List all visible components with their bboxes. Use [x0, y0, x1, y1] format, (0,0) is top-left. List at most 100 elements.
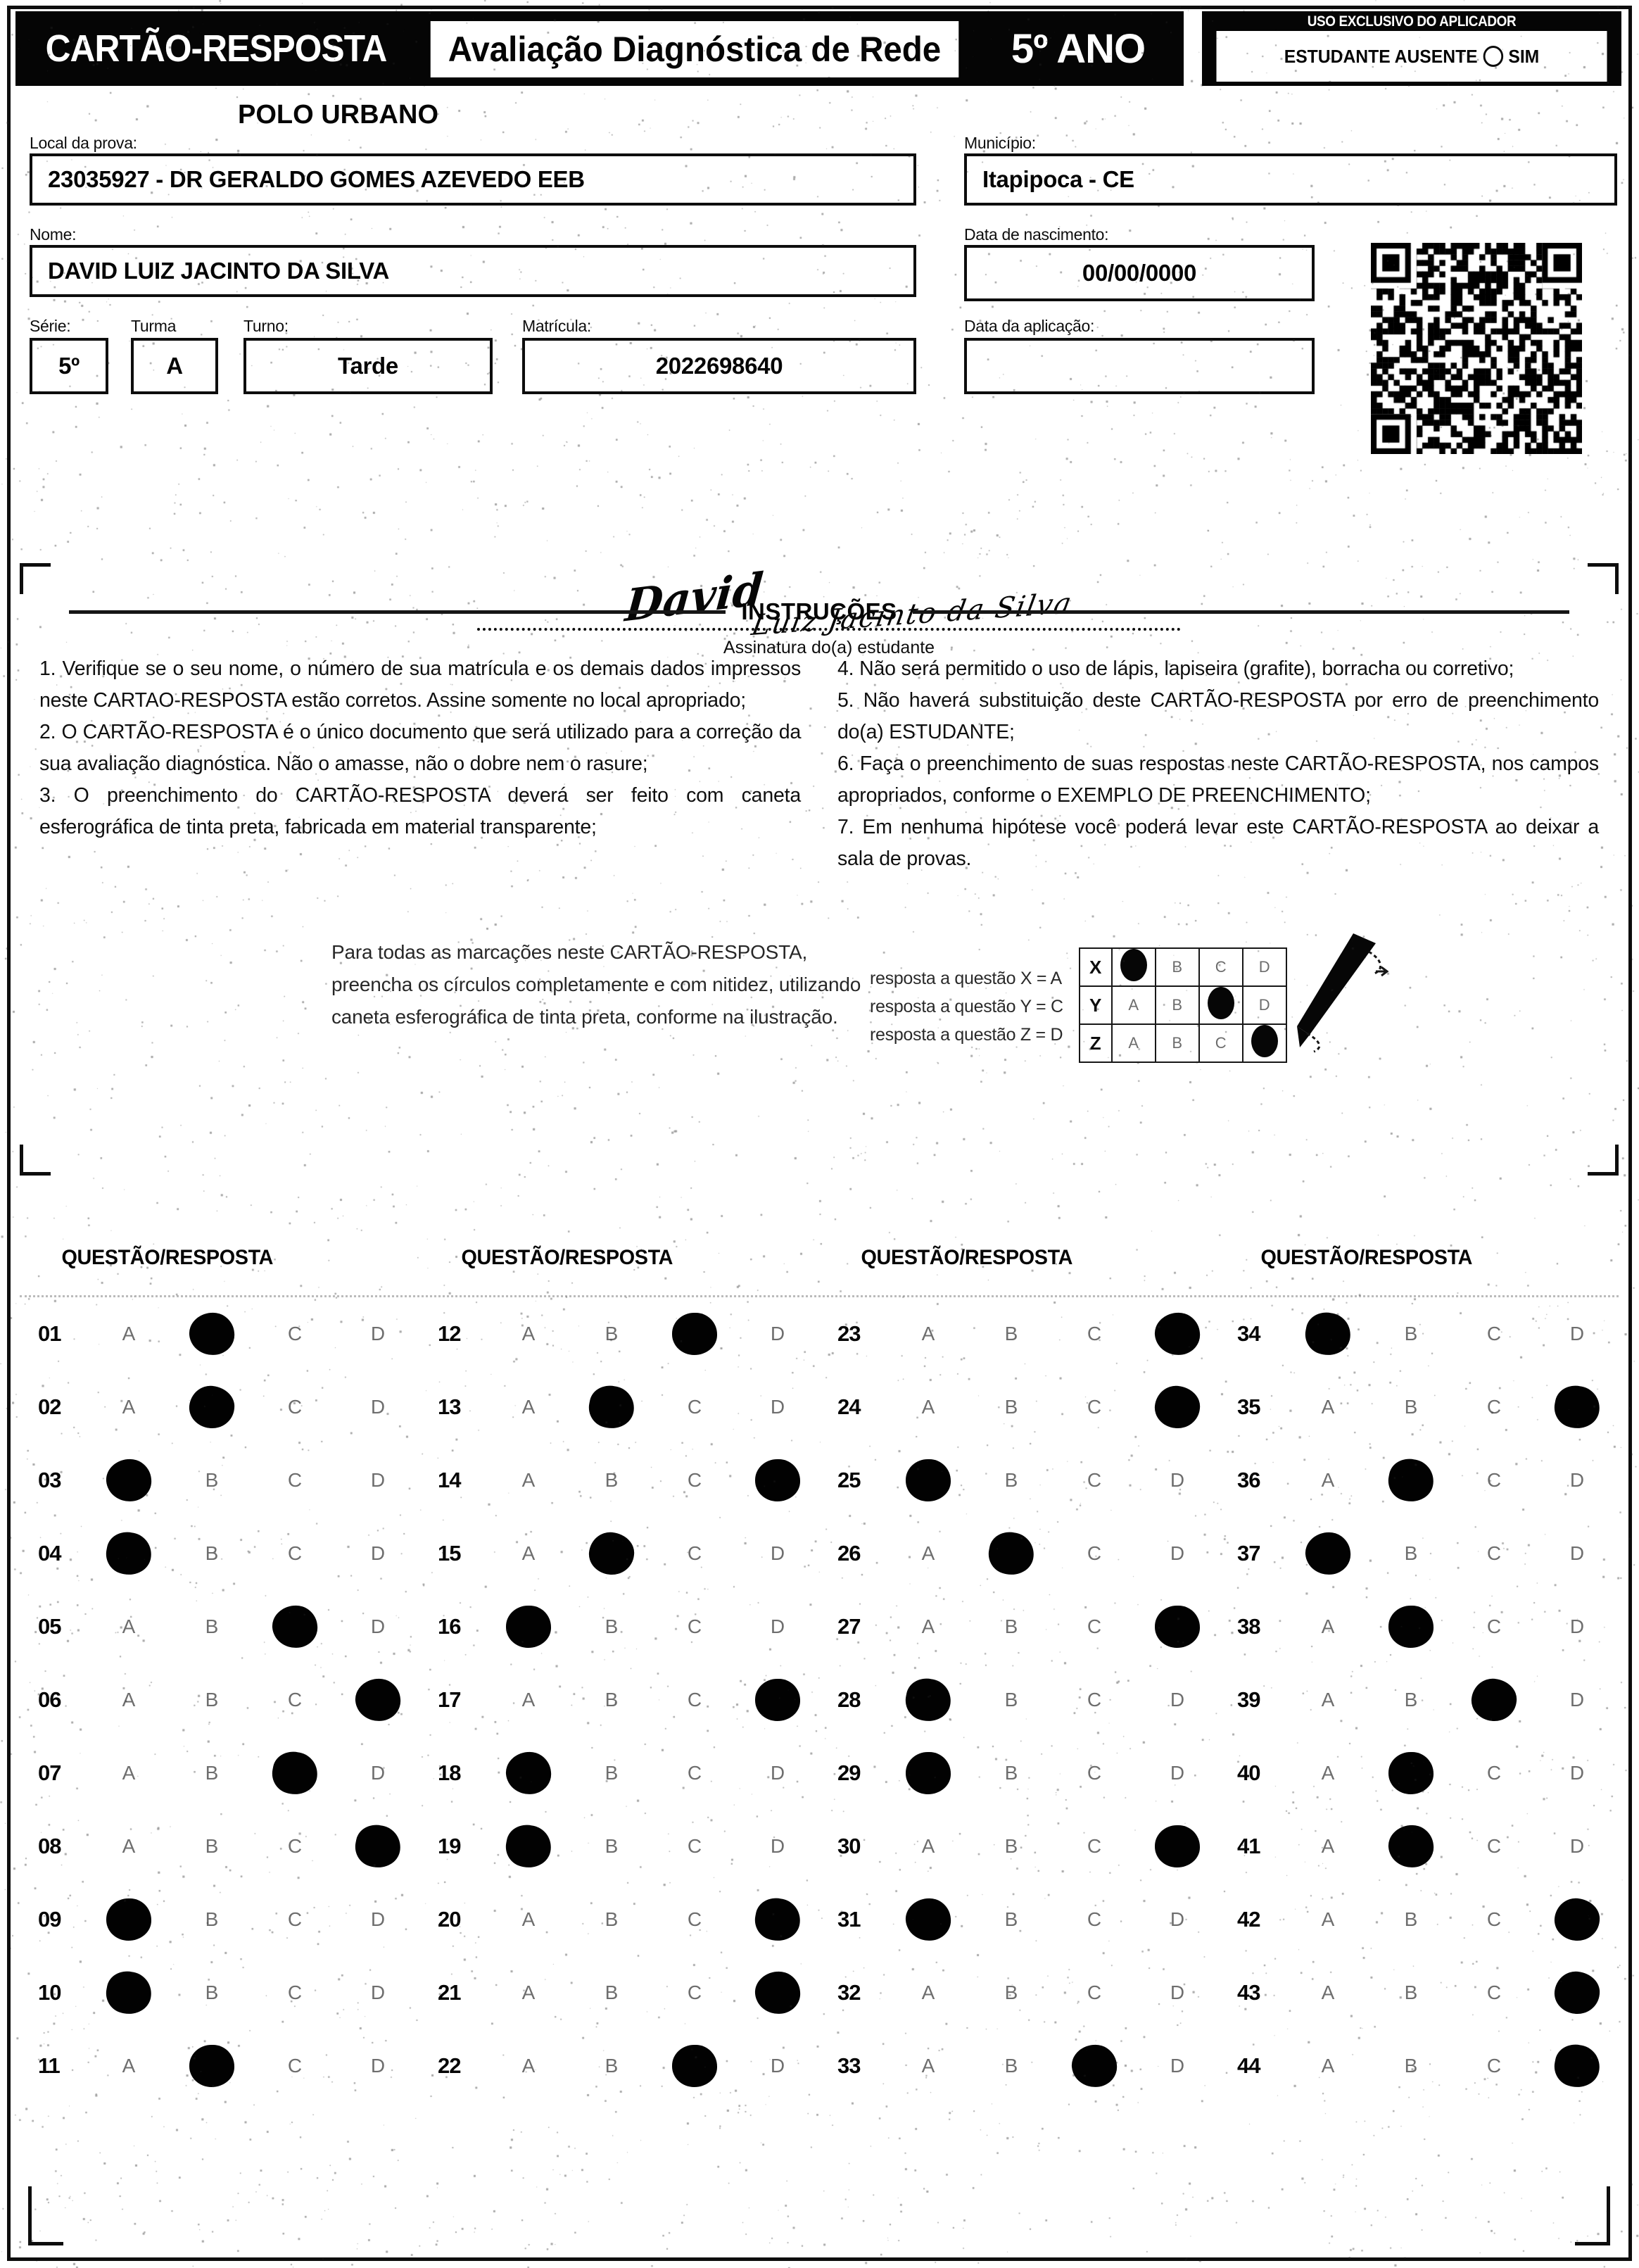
answer-bubble-33-c[interactable] [1053, 2043, 1136, 2089]
answer-bubble-26-b[interactable] [970, 1528, 1053, 1579]
answer-bubble-16-a[interactable] [487, 1606, 570, 1648]
answer-bubble-05-a[interactable]: A [87, 1615, 170, 1638]
answer-bubble-13-b[interactable] [570, 1382, 653, 1432]
answer-bubble-39-b[interactable]: B [1369, 1689, 1453, 1711]
answer-bubble-43-c[interactable]: C [1453, 1982, 1536, 2004]
answer-bubble-23-b[interactable]: B [970, 1323, 1053, 1345]
answer-bubble-01-c[interactable]: C [253, 1323, 336, 1345]
answer-bubble-22-b[interactable]: B [570, 2055, 653, 2077]
answer-bubble-11-d[interactable]: D [336, 2055, 419, 2077]
answer-bubble-40-c[interactable]: C [1453, 1762, 1536, 1784]
answer-bubble-42-a[interactable]: A [1286, 1908, 1369, 1931]
answer-bubble-43-b[interactable]: B [1369, 1982, 1453, 2004]
answer-bubble-29-b[interactable]: B [970, 1762, 1053, 1784]
answer-bubble-07-a[interactable]: A [87, 1762, 170, 1784]
answer-bubble-22-a[interactable]: A [487, 2055, 570, 2077]
answer-bubble-19-c[interactable]: C [653, 1835, 736, 1858]
answer-bubble-29-a[interactable] [887, 1752, 970, 1794]
answer-bubble-09-a[interactable] [87, 1898, 170, 1941]
answer-bubble-36-c[interactable]: C [1453, 1469, 1536, 1492]
answer-bubble-37-d[interactable]: D [1536, 1542, 1619, 1565]
answer-bubble-34-d[interactable]: D [1536, 1323, 1619, 1345]
answer-bubble-44-b[interactable]: B [1369, 2055, 1453, 2077]
answer-bubble-38-a[interactable]: A [1286, 1615, 1369, 1638]
answer-bubble-17-d[interactable] [736, 1679, 819, 1721]
answer-bubble-13-c[interactable]: C [653, 1396, 736, 1418]
answer-bubble-18-b[interactable]: B [570, 1762, 653, 1784]
answer-bubble-23-c[interactable]: C [1053, 1323, 1136, 1345]
answer-bubble-28-c[interactable]: C [1053, 1689, 1136, 1711]
answer-bubble-40-b[interactable] [1369, 1752, 1453, 1794]
answer-bubble-08-b[interactable]: B [170, 1835, 253, 1858]
birthdate-field[interactable]: 00/00/0000 [964, 245, 1315, 301]
answer-bubble-19-a[interactable] [487, 1821, 570, 1872]
answer-bubble-10-d[interactable]: D [336, 1982, 419, 2004]
application-date-field[interactable] [964, 338, 1315, 394]
answer-bubble-14-d[interactable] [736, 1459, 819, 1501]
absent-yes-bubble[interactable] [1483, 46, 1503, 67]
answer-bubble-09-b[interactable]: B [170, 1908, 253, 1931]
answer-bubble-26-d[interactable]: D [1136, 1542, 1219, 1565]
answer-bubble-13-d[interactable]: D [736, 1396, 819, 1418]
answer-bubble-17-b[interactable]: B [570, 1689, 653, 1711]
answer-bubble-06-b[interactable]: B [170, 1689, 253, 1711]
answer-bubble-30-b[interactable]: B [970, 1835, 1053, 1858]
answer-bubble-30-a[interactable]: A [887, 1835, 970, 1858]
answer-bubble-39-a[interactable]: A [1286, 1689, 1369, 1711]
answer-bubble-02-c[interactable]: C [253, 1396, 336, 1418]
answer-bubble-42-b[interactable]: B [1369, 1908, 1453, 1931]
answer-bubble-04-c[interactable]: C [253, 1542, 336, 1565]
answer-bubble-03-a[interactable] [87, 1457, 170, 1504]
answer-bubble-32-b[interactable]: B [970, 1982, 1053, 2004]
answer-bubble-18-a[interactable] [487, 1750, 570, 1796]
answer-bubble-34-b[interactable]: B [1369, 1323, 1453, 1345]
matricula-field[interactable]: 2022698640 [522, 338, 916, 394]
answer-bubble-31-a[interactable] [887, 1896, 970, 1943]
answer-bubble-24-a[interactable]: A [887, 1396, 970, 1418]
answer-bubble-16-b[interactable]: B [570, 1615, 653, 1638]
answer-bubble-25-c[interactable]: C [1053, 1469, 1136, 1492]
answer-bubble-01-b[interactable] [170, 1311, 253, 1357]
answer-bubble-14-b[interactable]: B [570, 1469, 653, 1492]
answer-bubble-17-c[interactable]: C [653, 1689, 736, 1711]
answer-bubble-25-b[interactable]: B [970, 1469, 1053, 1492]
answer-bubble-09-d[interactable]: D [336, 1908, 419, 1931]
answer-bubble-15-a[interactable]: A [487, 1542, 570, 1565]
answer-bubble-39-c[interactable] [1453, 1676, 1536, 1724]
answer-bubble-02-a[interactable]: A [87, 1396, 170, 1418]
answer-bubble-18-c[interactable]: C [653, 1762, 736, 1784]
answer-bubble-31-b[interactable]: B [970, 1908, 1053, 1931]
answer-bubble-15-c[interactable]: C [653, 1542, 736, 1565]
turno-field[interactable]: Tarde [243, 338, 493, 394]
answer-bubble-20-b[interactable]: B [570, 1908, 653, 1931]
answer-bubble-08-a[interactable]: A [87, 1835, 170, 1858]
answer-bubble-37-c[interactable]: C [1453, 1542, 1536, 1565]
answer-bubble-08-c[interactable]: C [253, 1835, 336, 1858]
answer-bubble-19-d[interactable]: D [736, 1835, 819, 1858]
answer-bubble-15-b[interactable] [570, 1530, 653, 1577]
answer-bubble-24-c[interactable]: C [1053, 1396, 1136, 1418]
answer-bubble-28-a[interactable] [887, 1675, 970, 1725]
answer-bubble-10-b[interactable]: B [170, 1982, 253, 2004]
answer-bubble-28-d[interactable]: D [1136, 1689, 1219, 1711]
answer-bubble-43-d[interactable] [1536, 1969, 1619, 2017]
answer-bubble-02-b[interactable] [170, 1383, 253, 1431]
student-name-field[interactable]: DAVID LUIZ JACINTO DA SILVA [30, 245, 916, 297]
answer-bubble-27-c[interactable]: C [1053, 1615, 1136, 1638]
answer-bubble-12-d[interactable]: D [736, 1323, 819, 1345]
answer-bubble-20-d[interactable] [736, 1894, 819, 1945]
answer-bubble-42-c[interactable]: C [1453, 1908, 1536, 1931]
answer-bubble-21-c[interactable]: C [653, 1982, 736, 2004]
answer-bubble-27-d[interactable] [1136, 1606, 1219, 1648]
serie-field[interactable]: 5º [30, 338, 108, 394]
answer-bubble-27-b[interactable]: B [970, 1615, 1053, 1638]
answer-bubble-22-c[interactable] [653, 2045, 736, 2087]
answer-bubble-23-a[interactable]: A [887, 1323, 970, 1345]
answer-bubble-12-c[interactable] [653, 1313, 736, 1355]
municipio-field[interactable]: Itapipoca - CE [964, 153, 1617, 206]
answer-bubble-06-c[interactable]: C [253, 1689, 336, 1711]
answer-bubble-35-b[interactable]: B [1369, 1396, 1453, 1418]
answer-bubble-16-d[interactable]: D [736, 1615, 819, 1638]
answer-bubble-13-a[interactable]: A [487, 1396, 570, 1418]
answer-bubble-37-b[interactable]: B [1369, 1542, 1453, 1565]
